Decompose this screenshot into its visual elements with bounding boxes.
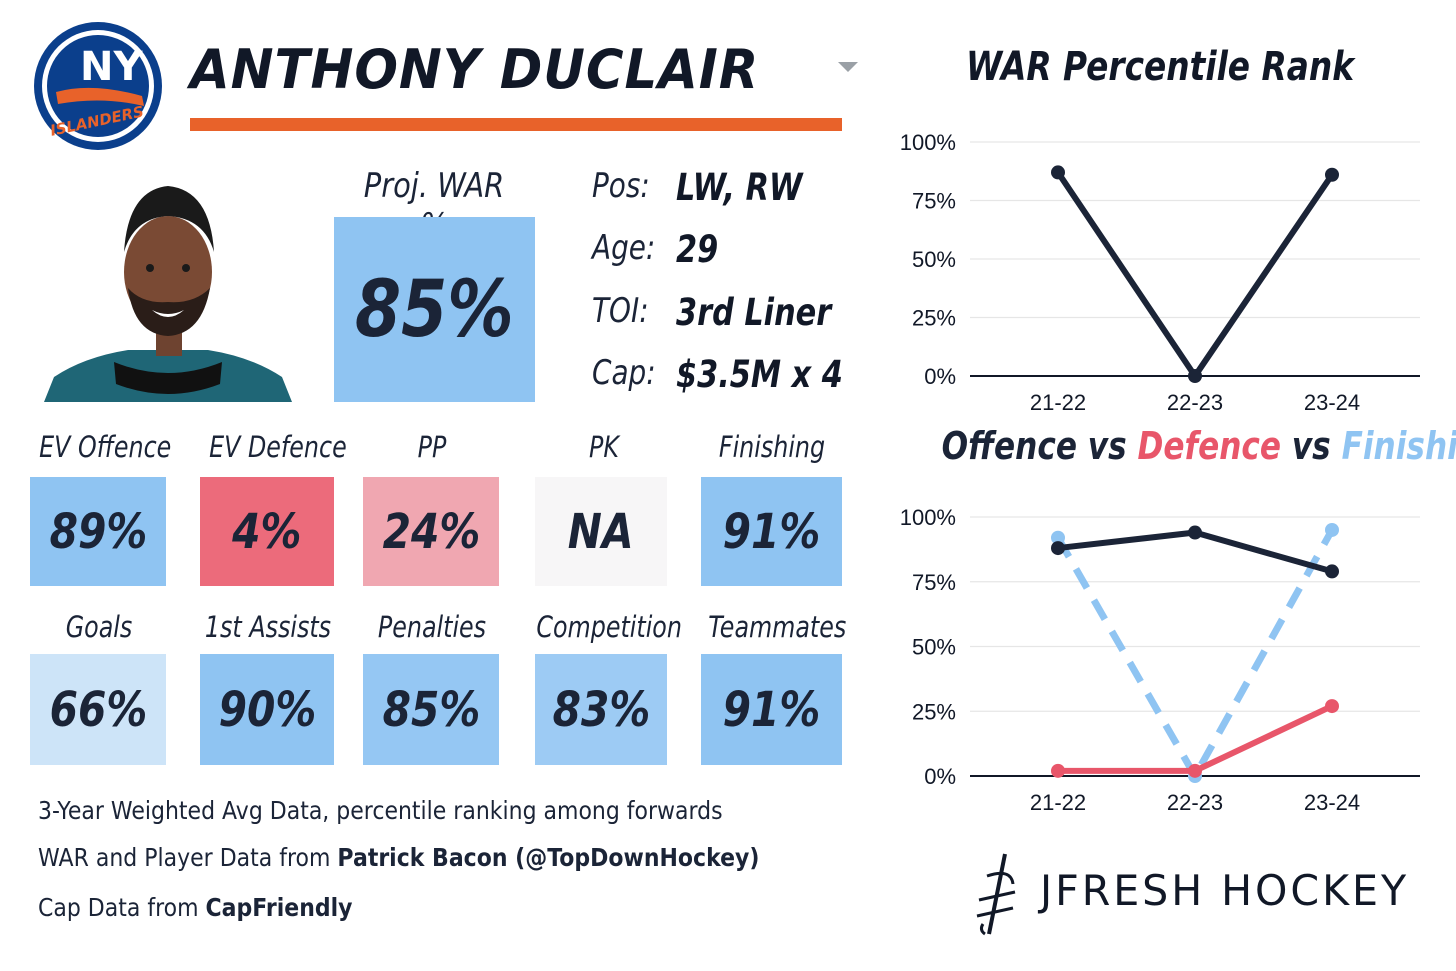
- data-point-finishing: [1051, 530, 1065, 545]
- y-tick-label: 25%: [912, 306, 956, 331]
- info-label: Age:: [592, 228, 656, 268]
- stat-value: 85%: [382, 681, 480, 738]
- stat-label-penalties: Penalties: [377, 610, 487, 644]
- stat-value: 91%: [722, 681, 821, 738]
- data-point-defence: [1325, 699, 1339, 714]
- stat-label-first-assists: 1st Assists: [204, 610, 332, 644]
- data-point-offence: [1188, 525, 1202, 540]
- x-tick-label: 23-24: [1304, 390, 1360, 415]
- y-tick-label: 100%: [900, 130, 956, 155]
- name-underline: [190, 118, 842, 131]
- info-label: TOI:: [592, 291, 649, 331]
- x-tick-label: 21-22: [1030, 790, 1086, 815]
- stat-tile-goals: 66%: [30, 654, 166, 765]
- note-cap-source-prefix: Cap Data from: [38, 893, 206, 922]
- offence-defence-finishing-chart-title: Offence vs Defence vs Finishing: [941, 424, 1456, 468]
- stat-tile-first-assists: 90%: [200, 654, 334, 765]
- player-dropdown-chevron-icon[interactable]: [838, 62, 858, 72]
- note-war-source-prefix: WAR and Player Data from: [38, 843, 338, 872]
- info-value: LW, RW: [676, 166, 803, 209]
- stat-tile-ev-offence: 89%: [30, 477, 166, 586]
- stat-tile-pk: NA: [535, 477, 667, 586]
- stat-label-teammates: Teammates: [708, 610, 847, 644]
- stat-value: 83%: [552, 681, 650, 738]
- data-point-finishing: [1325, 522, 1339, 537]
- chart-title-part: vs: [1281, 424, 1342, 468]
- note-cap-source-name: CapFriendly: [205, 893, 353, 922]
- stat-label-finishing: Finishing: [718, 430, 826, 464]
- data-point-defence: [1051, 763, 1065, 778]
- info-value: 3rd Liner: [676, 291, 832, 334]
- stat-tile-teammates: 91%: [701, 654, 842, 765]
- y-tick-label: 50%: [912, 635, 956, 660]
- stat-value: NA: [568, 503, 634, 560]
- chart-title-part: Offence: [941, 424, 1077, 468]
- stat-label-competition: Competition: [536, 610, 682, 644]
- info-value: $3.5M x 4: [676, 353, 843, 396]
- stat-label-pk: PK: [589, 430, 619, 464]
- stat-value: 90%: [218, 681, 316, 738]
- stat-tile-pp: 24%: [363, 477, 499, 586]
- player-name: ANTHONY DUCLAIR: [190, 38, 760, 101]
- data-point: [1325, 167, 1339, 182]
- proj-war-value: 85%: [355, 264, 514, 355]
- chart-title-part: vs: [1076, 424, 1138, 468]
- stat-value: 89%: [49, 503, 147, 560]
- note-weighted-avg: 3-Year Weighted Avg Data, percentile ran…: [38, 796, 723, 825]
- y-tick-label: 50%: [912, 247, 956, 272]
- series-line-finishing: [1054, 528, 1336, 780]
- y-tick-label: 75%: [912, 189, 956, 214]
- proj-war-tile: 85%: [334, 217, 535, 402]
- y-tick-label: 25%: [912, 699, 956, 724]
- x-tick-label: 22-23: [1167, 390, 1223, 415]
- stat-label-goals: Goals: [65, 610, 133, 644]
- stat-tile-ev-defence: 4%: [200, 477, 334, 586]
- brand-logo-icon: [976, 853, 1016, 936]
- x-tick-label: 22-23: [1167, 790, 1223, 815]
- stat-tile-penalties: 85%: [363, 654, 499, 765]
- chart-title-part: Defence: [1137, 424, 1282, 468]
- info-label: Pos:: [592, 166, 650, 206]
- info-value: 29: [676, 228, 719, 271]
- stat-value: 66%: [49, 681, 147, 738]
- x-tick-label: 23-24: [1304, 790, 1360, 815]
- data-point-defence: [1188, 763, 1202, 778]
- y-tick-label: 0%: [924, 364, 956, 389]
- x-tick-label: 21-22: [1030, 390, 1086, 415]
- stat-value: 24%: [382, 503, 480, 560]
- war-chart-title: WAR Percentile Rank: [965, 44, 1355, 90]
- data-point: [1051, 165, 1065, 180]
- note-war-source-author: Patrick Bacon (@TopDownHockey): [337, 843, 760, 872]
- player-headshot: [44, 186, 292, 402]
- war-percentile-chart: 0% 25% 50% 75% 100% 21-22 22-23 23-24: [900, 130, 1420, 415]
- stat-label-ev-defence: EV Defence: [209, 430, 347, 464]
- info-label: Cap:: [592, 353, 656, 393]
- y-tick-label: 0%: [924, 764, 956, 789]
- offence-defence-finishing-chart: 0% 25% 50% 75% 100% 21-22 22-23 23-24: [900, 505, 1420, 815]
- stat-value: 91%: [722, 503, 821, 560]
- brand-name: JFRESH HOCKEY: [1040, 866, 1410, 915]
- stat-label-ev-offence: EV Offence: [39, 430, 172, 464]
- y-tick-label: 100%: [900, 505, 956, 530]
- note-cap-source: Cap Data from CapFriendly: [38, 893, 352, 922]
- data-point-offence: [1325, 564, 1339, 579]
- stat-tile-competition: 83%: [535, 654, 667, 765]
- note-war-source: WAR and Player Data from Patrick Bacon (…: [38, 843, 759, 872]
- data-point: [1188, 369, 1202, 383]
- stat-value: 4%: [232, 503, 302, 560]
- chart-title-part: Finishing: [1341, 424, 1456, 468]
- stat-label-pp: PP: [417, 430, 447, 464]
- team-logo: NY ISLANDERS: [34, 22, 162, 150]
- y-tick-label: 75%: [912, 570, 956, 595]
- stat-tile-finishing: 91%: [701, 477, 842, 586]
- team-logo-text: NY: [80, 44, 143, 90]
- series-line-defence: [1058, 703, 1334, 774]
- series-line: [1055, 170, 1335, 379]
- data-point-offence: [1051, 541, 1065, 556]
